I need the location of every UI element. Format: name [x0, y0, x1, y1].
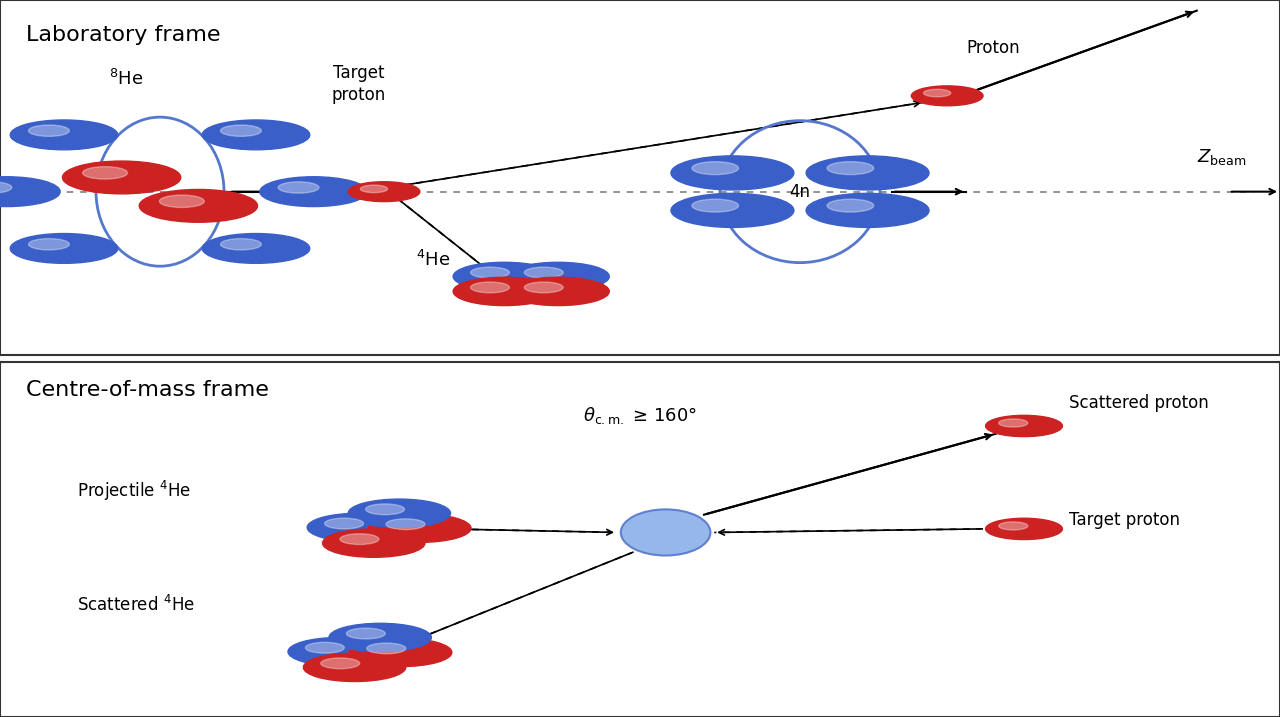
Circle shape [827, 199, 874, 212]
Circle shape [924, 90, 951, 97]
Circle shape [83, 166, 128, 179]
Ellipse shape [621, 509, 710, 556]
Circle shape [911, 86, 983, 106]
Circle shape [347, 628, 385, 639]
Circle shape [202, 120, 310, 150]
Circle shape [998, 522, 1028, 530]
Circle shape [63, 161, 180, 194]
Text: Scattered proton: Scattered proton [1069, 394, 1208, 412]
Circle shape [349, 638, 452, 667]
Circle shape [348, 181, 420, 201]
Circle shape [303, 653, 406, 681]
Circle shape [278, 182, 319, 193]
Circle shape [321, 658, 360, 669]
Circle shape [306, 642, 344, 653]
Circle shape [220, 239, 261, 250]
Circle shape [692, 199, 739, 212]
Circle shape [28, 239, 69, 250]
Circle shape [525, 282, 563, 293]
Circle shape [361, 185, 388, 193]
Circle shape [160, 195, 205, 207]
Text: $\theta_{\mathrm{c.m.}}$ ≥ 160°: $\theta_{\mathrm{c.m.}}$ ≥ 160° [584, 405, 696, 426]
Circle shape [307, 513, 410, 541]
Circle shape [806, 194, 929, 227]
Circle shape [387, 519, 425, 530]
Circle shape [340, 533, 379, 544]
Circle shape [220, 125, 261, 136]
Circle shape [827, 161, 874, 175]
Circle shape [507, 277, 609, 305]
Circle shape [367, 643, 406, 654]
Text: Scattered $^4$He: Scattered $^4$He [77, 594, 195, 614]
Text: $^4$He: $^4$He [416, 250, 451, 270]
Circle shape [453, 277, 556, 305]
Circle shape [10, 120, 118, 150]
Circle shape [525, 267, 563, 278]
Circle shape [471, 267, 509, 278]
Circle shape [369, 514, 471, 542]
Circle shape [692, 161, 739, 175]
Circle shape [671, 156, 794, 190]
Text: Centre-of-mass frame: Centre-of-mass frame [26, 380, 269, 400]
Circle shape [998, 419, 1028, 427]
Circle shape [453, 262, 556, 290]
Text: $^8$He: $^8$He [109, 69, 143, 89]
Circle shape [140, 189, 257, 222]
Text: Proton: Proton [966, 39, 1020, 57]
Text: Target
proton: Target proton [332, 64, 385, 104]
Circle shape [366, 504, 404, 515]
Circle shape [325, 518, 364, 529]
Circle shape [323, 529, 425, 557]
Circle shape [28, 125, 69, 136]
Circle shape [671, 194, 794, 227]
Text: Laboratory frame: Laboratory frame [26, 25, 220, 45]
Circle shape [806, 156, 929, 190]
Text: Target proton: Target proton [1069, 511, 1180, 529]
Circle shape [471, 282, 509, 293]
Circle shape [260, 177, 367, 206]
Circle shape [329, 623, 431, 652]
Circle shape [288, 637, 390, 666]
Circle shape [0, 177, 60, 206]
Circle shape [986, 415, 1062, 437]
Circle shape [986, 518, 1062, 539]
Circle shape [348, 499, 451, 528]
Text: Projectile $^4$He: Projectile $^4$He [77, 479, 191, 503]
Circle shape [0, 182, 12, 193]
Circle shape [10, 234, 118, 263]
Circle shape [202, 234, 310, 263]
Text: 4n: 4n [790, 183, 810, 201]
Circle shape [507, 262, 609, 290]
Text: $Z_{\mathrm{beam}}$: $Z_{\mathrm{beam}}$ [1197, 147, 1247, 167]
